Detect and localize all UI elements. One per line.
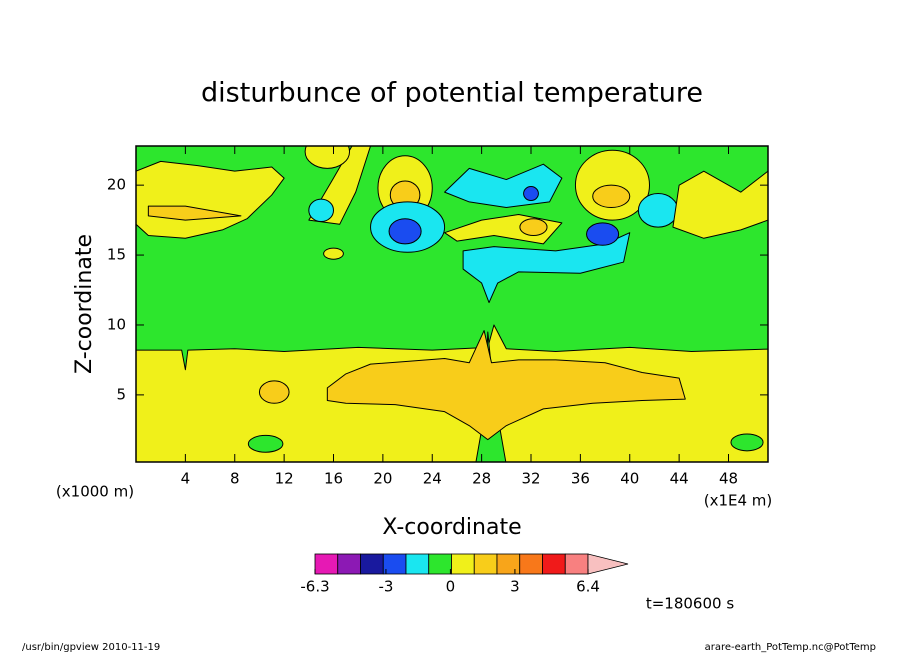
y-tick-label: 5 [116, 385, 126, 403]
colorbar-box [473, 553, 498, 575]
colorbar-box [382, 553, 407, 575]
colorbar-box [428, 553, 452, 575]
contour-region [519, 218, 548, 236]
y-tick-label: 20 [107, 176, 126, 194]
contour-region [592, 184, 631, 209]
colorbar: -6.3 -3 0 3 6.4 [300, 553, 629, 596]
x-unit: (x1000 m) [56, 483, 134, 501]
y-tick-label: 10 [107, 315, 126, 333]
y-axis-label: Z-coordinate [72, 234, 97, 374]
colorbar-tick-label: 0 [446, 578, 456, 596]
colorbar-box [496, 553, 521, 575]
colorbar-tick-label: 6.4 [576, 578, 600, 596]
contour-region [147, 205, 242, 221]
x-tick-label: 48 [719, 470, 738, 488]
contour-region [326, 330, 686, 441]
colorbar-box [451, 553, 475, 575]
footer-right: arare-earth_PotTemp.nc@PotTemp [705, 642, 876, 653]
colorbar-box [314, 553, 339, 575]
colorbar-box [360, 553, 384, 575]
colorbar-box [542, 553, 566, 575]
x-tick-label: 36 [571, 470, 590, 488]
contour-region [323, 247, 344, 260]
colorbar-box [564, 553, 589, 575]
x-tick-label: 20 [373, 470, 392, 488]
y-tick-label: 15 [107, 246, 126, 264]
x-tick-label: 4 [181, 470, 191, 488]
contour-region [308, 198, 334, 223]
colorbar-tick-label: 3 [510, 578, 520, 596]
contour-region [304, 146, 351, 169]
contour-region [247, 434, 284, 453]
colorbar-box [337, 553, 361, 575]
footer-left: /usr/bin/gpview 2010-11-19 [22, 642, 160, 653]
time-label: t=180600 s [646, 595, 734, 613]
x-tick-label: 32 [521, 470, 540, 488]
x-tick-label: 28 [472, 470, 491, 488]
contour-region [258, 380, 290, 404]
contour-field [136, 146, 768, 462]
contour-region [637, 193, 679, 228]
x-axis-label: X-coordinate [382, 515, 521, 540]
colorbar-tick-label: -6.3 [300, 578, 329, 596]
chart-title: disturbunce of potential temperature [201, 78, 703, 109]
x-tick-label: 8 [230, 470, 240, 488]
plot-frame [135, 145, 769, 463]
contour-region [523, 186, 539, 202]
x-tick-label: 40 [620, 470, 639, 488]
contour-region [672, 170, 768, 239]
contour-region [586, 222, 620, 246]
colorbar-tick-label: -3 [378, 578, 393, 596]
colorbar-box [405, 553, 430, 575]
x-tick-label: 24 [423, 470, 442, 488]
x-tick-label: 12 [275, 470, 294, 488]
x-scale-note: (x1E4 m) [704, 492, 773, 510]
contour-region [730, 433, 764, 452]
contour-region [462, 232, 631, 304]
x-tick-label: 16 [324, 470, 343, 488]
x-tick-label: 44 [670, 470, 689, 488]
contour-region [388, 218, 422, 245]
colorbar-extend [587, 553, 629, 575]
colorbar-box [519, 553, 543, 575]
